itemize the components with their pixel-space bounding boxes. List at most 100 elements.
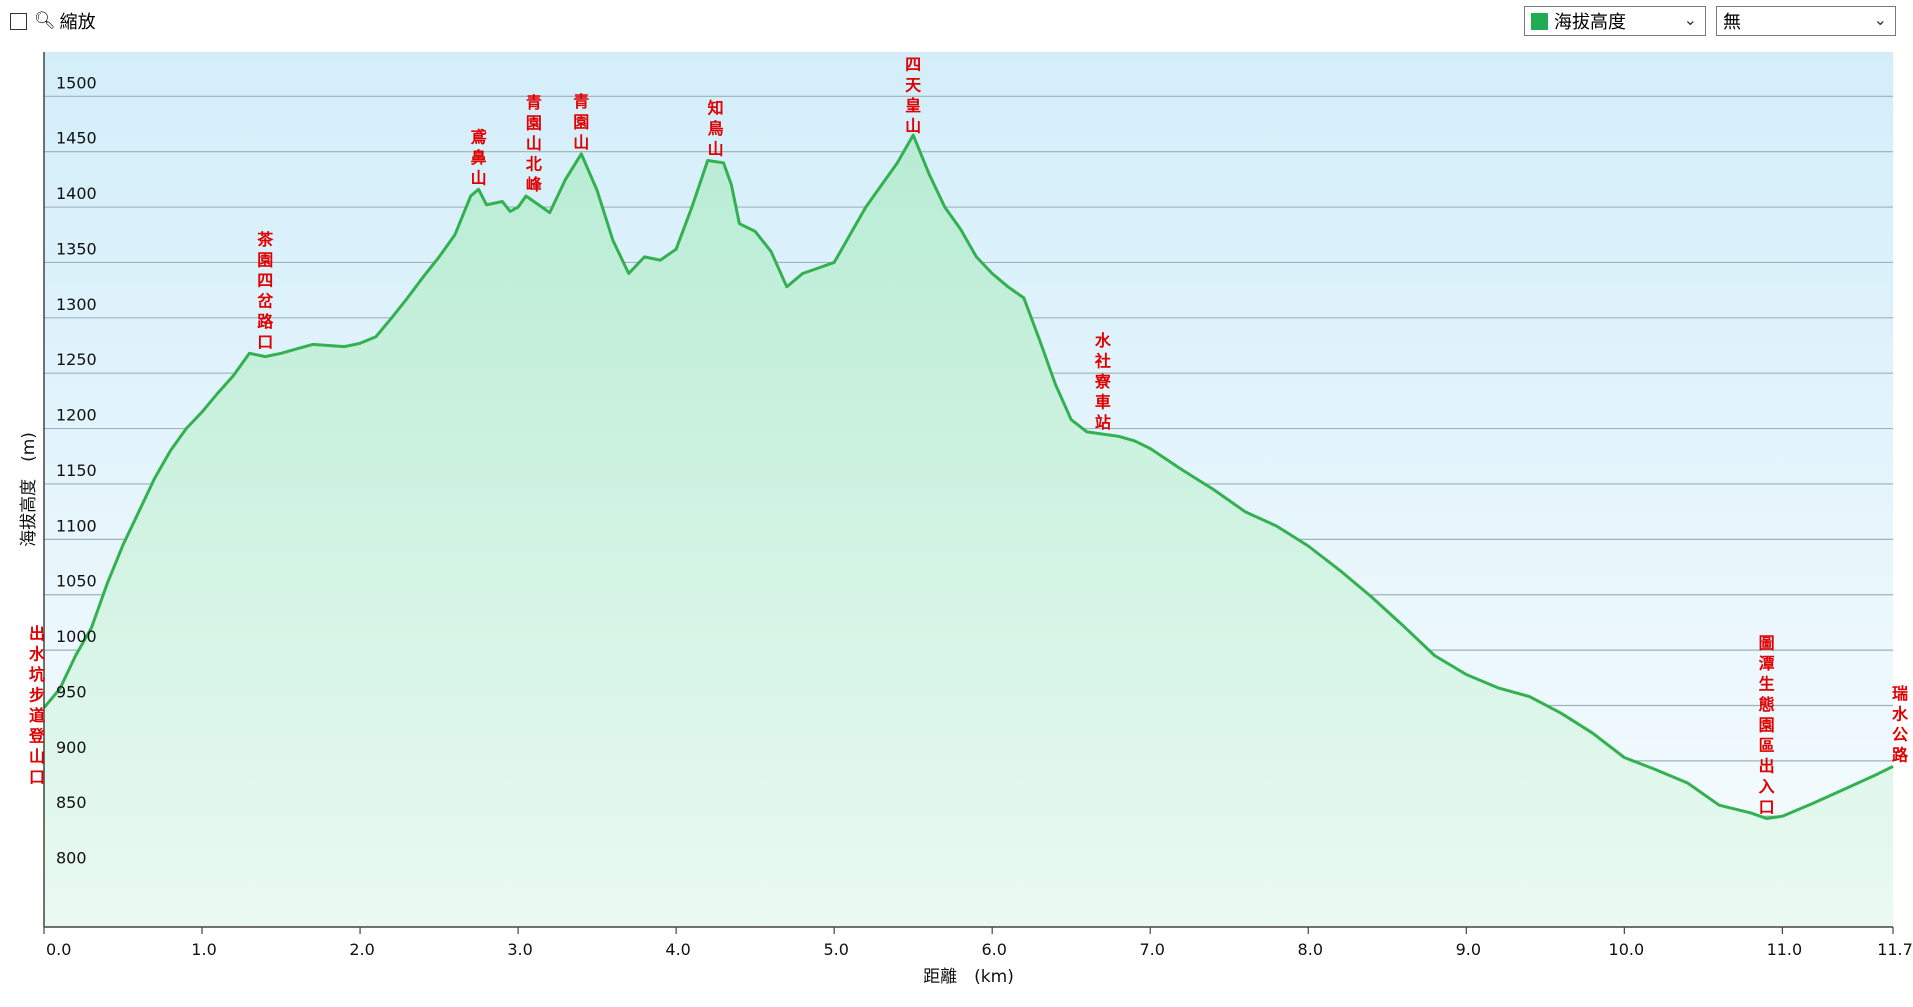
y-tick-label: 1250 <box>56 350 97 369</box>
waypoint-char: 寮 <box>1094 372 1112 391</box>
y-tick-label: 1200 <box>56 406 97 425</box>
waypoint-char: 峰 <box>526 175 543 194</box>
x-tick-label: 11.7 <box>1877 940 1913 959</box>
secondary-select-value: 無 <box>1723 12 1741 33</box>
waypoint-char: 茶 <box>256 230 274 249</box>
magnifier-icon: 🔍︎ <box>34 11 56 31</box>
waypoint-char: 路 <box>1892 745 1909 764</box>
waypoint-char: 入 <box>1759 777 1775 796</box>
waypoint-char: 園 <box>1759 715 1775 734</box>
waypoint-char: 站 <box>1095 413 1111 432</box>
secondary-select[interactable]: 無 ⌄ <box>1716 6 1896 36</box>
waypoint-char: 山 <box>471 168 487 187</box>
waypoint-char: 社 <box>1094 352 1111 371</box>
waypoint-char: 山 <box>708 140 724 159</box>
waypoint-char: 園 <box>573 112 589 131</box>
waypoint-label: 鳶鼻山 <box>471 127 487 187</box>
waypoint-char: 區 <box>1759 736 1775 755</box>
waypoint-char: 登 <box>28 726 46 745</box>
waypoint-char: 山 <box>905 117 921 136</box>
y-tick-label: 850 <box>56 793 87 812</box>
waypoint-char: 出 <box>29 624 45 643</box>
waypoint-char: 生 <box>1759 674 1775 693</box>
waypoint-char: 坑 <box>29 665 45 684</box>
waypoint-char: 圖 <box>1759 633 1775 652</box>
metric-select-value: 海拔高度 <box>1554 12 1626 33</box>
waypoint-char: 公 <box>1892 725 1908 744</box>
waypoint-char: 山 <box>29 747 45 766</box>
y-tick-label: 1150 <box>56 461 97 480</box>
waypoint-char: 鳶 <box>471 127 487 146</box>
axes <box>43 52 1893 928</box>
x-tick-label: 10.0 <box>1609 940 1645 959</box>
x-axis-ticks: 0.0 1.0 2.0 3.0 4.0 5.0 6.0 7.0 8.0 9.0 10.0 11.0 11… <box>43 927 1913 959</box>
y-axis-ticks: 800 850 900 950 1000 1050 1100 1150 1200 1250 1300… <box>56 73 97 867</box>
y-tick-label: 1400 <box>56 184 97 203</box>
x-tick-label: 0.0 <box>46 940 71 959</box>
y-axis-title: 海拔高度 (m) <box>19 432 39 547</box>
metric-select[interactable]: 海拔高度 ⌄ <box>1524 6 1706 36</box>
waypoint-label: 青園山 <box>573 92 589 152</box>
y-tick-label: 1500 <box>56 73 97 92</box>
y-tick-label: 1350 <box>56 239 97 258</box>
waypoint-char: 北 <box>526 154 542 173</box>
y-tick-label: 1100 <box>56 516 97 535</box>
y-tick-label: 1450 <box>56 129 97 148</box>
waypoint-char: 皇 <box>905 96 921 115</box>
waypoint-labels: 出水坑步道登山口茶園四岔路口鳶鼻山青園山北峰青園山知鳥山四天皇山水社寮車站圖潭生… <box>28 55 1909 816</box>
x-tick-label: 7.0 <box>1140 940 1165 959</box>
waypoint-char: 潭 <box>1759 654 1775 673</box>
waypoint-char: 園 <box>526 113 542 132</box>
x-tick-label: 5.0 <box>823 940 848 959</box>
chevron-down-icon: ⌄ <box>1873 10 1887 29</box>
y-tick-label: 800 <box>56 849 87 868</box>
y-tick-label: 1300 <box>56 295 97 314</box>
waypoint-char: 山 <box>526 134 542 153</box>
waypoint-char: 車 <box>1095 393 1111 412</box>
y-tick-label: 1000 <box>56 627 97 646</box>
waypoint-char: 水 <box>1095 331 1112 350</box>
waypoint-char: 岔 <box>257 291 274 310</box>
waypoint-char: 知 <box>708 99 724 118</box>
toolbar: 🔍︎ 縮放 海拔高度 ⌄ 無 ⌄ <box>0 0 1913 42</box>
waypoint-char: 水 <box>29 644 46 663</box>
y-tick-label: 950 <box>56 682 87 701</box>
x-tick-label: 8.0 <box>1298 940 1323 959</box>
waypoint-char: 青 <box>526 93 542 112</box>
elevation-area <box>44 135 1893 928</box>
waypoint-char: 步 <box>29 685 45 704</box>
waypoint-char: 鼻 <box>471 148 487 167</box>
waypoint-char: 出 <box>1759 756 1775 775</box>
waypoint-char: 口 <box>1759 797 1775 816</box>
y-tick-label: 900 <box>56 738 87 757</box>
waypoint-char: 瑞 <box>1892 684 1908 703</box>
x-tick-label: 11.0 <box>1767 940 1803 959</box>
zoom-checkbox[interactable] <box>10 12 27 30</box>
elevation-line <box>42 133 1894 820</box>
waypoint-char: 園 <box>257 250 273 269</box>
waypoint-label: 知鳥山 <box>708 99 724 159</box>
waypoint-char: 水 <box>1892 704 1909 723</box>
x-tick-label: 1.0 <box>191 940 216 959</box>
metric-color-swatch <box>1531 12 1548 30</box>
waypoint-char: 口 <box>29 767 45 786</box>
zoom-control[interactable]: 🔍︎ 縮放 <box>10 8 96 34</box>
waypoint-char: 青 <box>573 92 589 111</box>
x-tick-label: 3.0 <box>507 940 532 959</box>
waypoint-char: 山 <box>573 133 589 152</box>
x-axis-title: 距離 (km) <box>923 967 1014 987</box>
x-tick-label: 9.0 <box>1456 940 1481 959</box>
x-tick-label: 2.0 <box>349 940 374 959</box>
waypoint-char: 天 <box>905 76 922 95</box>
waypoint-char: 四 <box>257 271 273 290</box>
zoom-label: 縮放 <box>59 12 96 33</box>
chevron-down-icon: ⌄ <box>1683 10 1697 29</box>
x-tick-label: 6.0 <box>981 940 1006 959</box>
